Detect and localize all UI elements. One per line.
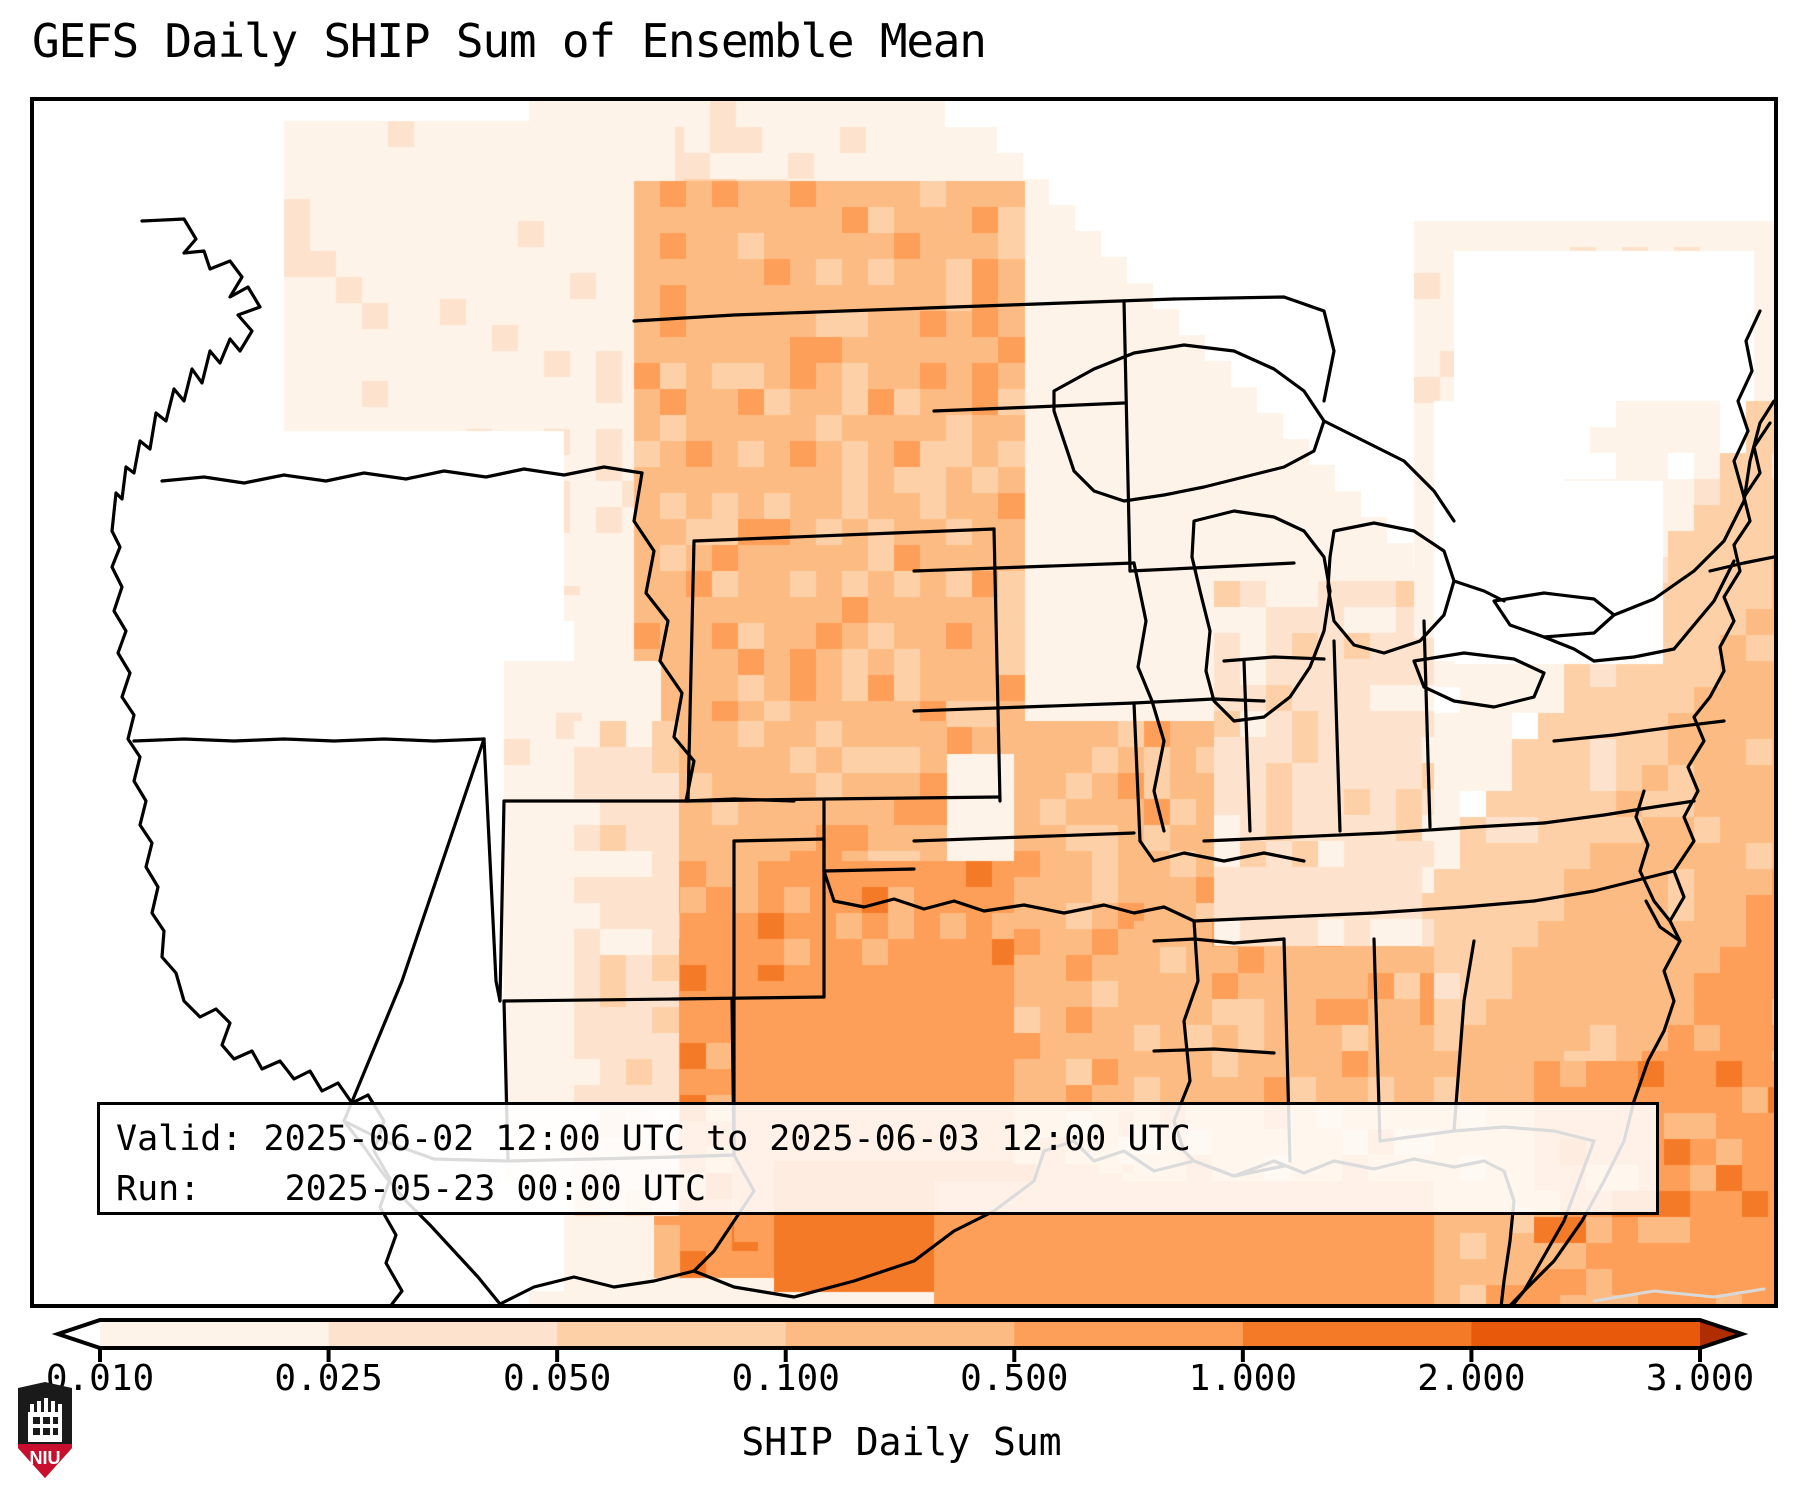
page-title: GEFS Daily SHIP Sum of Ensemble Mean [32,14,987,68]
run-time-line: Run: 2025-05-23 00:00 UTC [116,1169,707,1209]
colorbar[interactable] [0,1312,1803,1372]
colorbar-band [1471,1320,1701,1348]
colorbar-band [100,1320,330,1348]
colorbar-tick-label: 2.000 [1417,1358,1526,1399]
niu-logo: NIU [18,1382,72,1478]
map-plot-area[interactable]: Valid: 2025-06-02 12:00 UTC to 2025-06-0… [30,97,1778,1308]
colorbar-band [785,1320,1015,1348]
valid-run-infobox: Valid: 2025-06-02 12:00 UTC to 2025-06-0… [97,1102,1659,1215]
colorbar-band [1014,1320,1244,1348]
colorbar-tick-label: 3.000 [1645,1358,1755,1399]
colorbar-band [328,1320,558,1348]
colorbar-tick-label: 0.100 [731,1358,840,1399]
colorbar-under-arrow [58,1320,100,1348]
colorbar-axis-label: SHIP Daily Sum [741,1420,1062,1464]
colorbar-tick-label: 0.025 [274,1358,383,1399]
colorbar-swatches[interactable] [0,1312,1803,1372]
colorbar-tick-label: 1.000 [1188,1358,1298,1399]
colorbar-band [1242,1320,1473,1348]
colorbar-band [557,1320,787,1348]
colorbar-over-arrow [1700,1320,1742,1348]
colorbar-tick-label: 0.050 [502,1358,612,1399]
valid-time-line: Valid: 2025-06-02 12:00 UTC to 2025-06-0… [116,1119,1191,1159]
svg-text:NIU: NIU [30,1448,61,1468]
colorbar-tick-labels: 0.010 0.025 0.050 0.100 0.500 1.000 2.000 3.000 [0,1358,1803,1408]
colorbar-tick-label: 0.500 [960,1358,1069,1399]
